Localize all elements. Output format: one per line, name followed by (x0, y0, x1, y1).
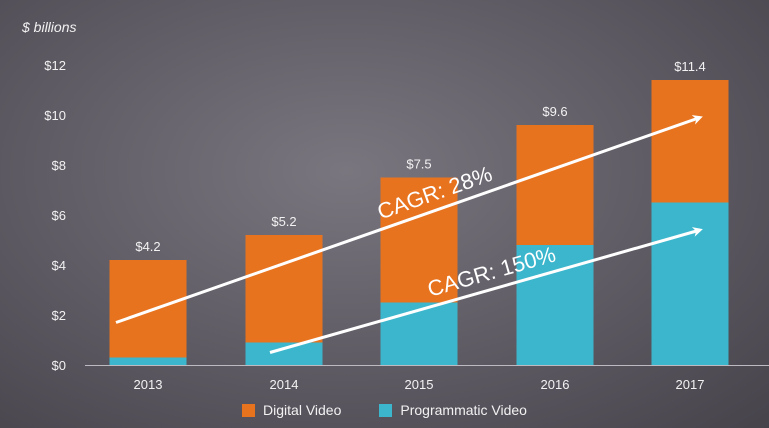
y-tick-label: $0 (52, 358, 66, 373)
bar-digital-video-2013 (109, 260, 187, 358)
legend-swatch-programmatic-video (379, 403, 393, 417)
y-tick-label: $4 (52, 258, 66, 273)
legend-swatch-digital-video (242, 403, 256, 417)
bar-total-label: $4.2 (135, 239, 160, 254)
bar-digital-video-2015 (380, 177, 458, 303)
x-tick-label: 2015 (405, 377, 434, 392)
cagr-arrow (269, 227, 703, 354)
bar-programmatic-video-2013 (109, 357, 187, 365)
bar-total-label: $11.4 (674, 59, 706, 74)
x-tick-label: 2014 (270, 377, 299, 392)
bar-total-label: $7.5 (406, 157, 431, 172)
bar-programmatic-video-2015 (380, 302, 458, 365)
bar-total-label: $5.2 (271, 214, 296, 229)
legend-item-programmatic-video: Programmatic Video (379, 402, 527, 418)
legend: Digital Video Programmatic Video (0, 402, 769, 418)
legend-label-programmatic-video: Programmatic Video (400, 402, 527, 418)
x-tick-label: 2016 (541, 377, 570, 392)
bar-total-label: $9.6 (542, 104, 567, 119)
bar-programmatic-video-2017 (651, 202, 729, 365)
y-axis-unit-label: $ billions (22, 19, 77, 35)
y-tick-label: $10 (44, 108, 66, 123)
cagr-arrow (115, 115, 703, 324)
legend-label-digital-video: Digital Video (263, 402, 342, 418)
bar-digital-video-2016 (516, 125, 594, 245)
y-tick-label: $6 (52, 208, 66, 223)
stacked-bar-chart: $0 $2 $4 $6 $8 $10 $12 $4.2 2013 $5.2 2014 $7.5 201… (44, 58, 769, 392)
x-tick-label: 2017 (676, 377, 705, 392)
bar-programmatic-video-2014 (245, 342, 323, 365)
y-tick-label: $12 (44, 58, 66, 73)
bar-digital-video-2017 (651, 80, 729, 203)
y-tick-label: $8 (52, 158, 66, 173)
bar-digital-video-2014 (245, 235, 323, 343)
legend-item-digital-video: Digital Video (242, 402, 341, 418)
y-tick-label: $2 (52, 308, 66, 323)
x-tick-label: 2013 (134, 377, 163, 392)
